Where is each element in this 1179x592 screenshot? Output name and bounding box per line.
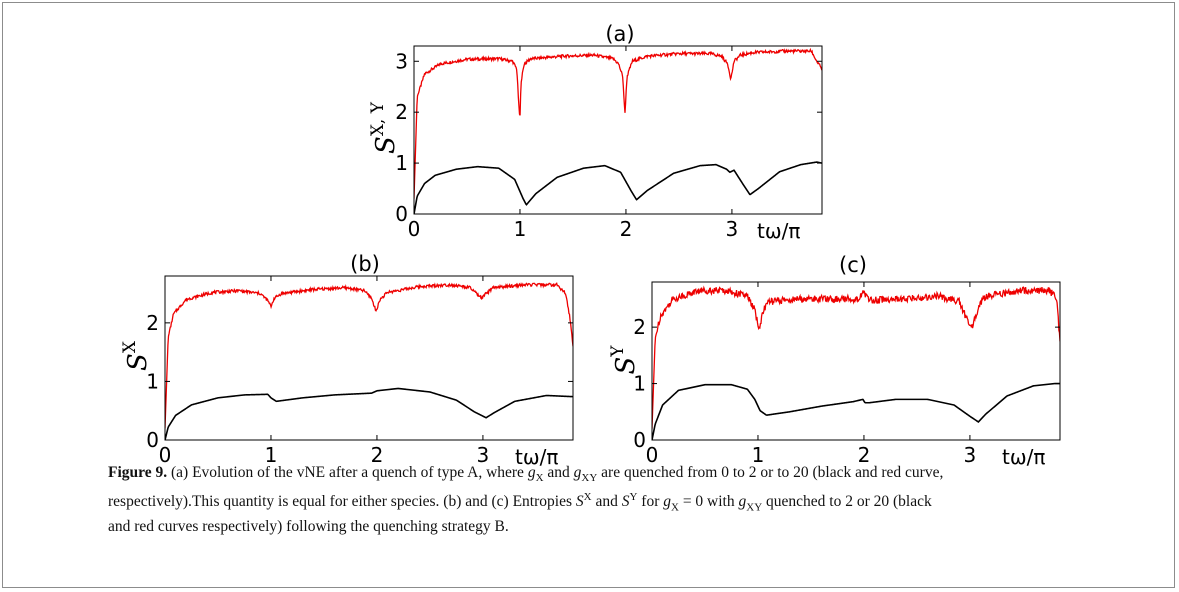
y-axis-label-symbol: S bbox=[611, 357, 641, 375]
caption-2-seg: quenched to 2 or 20 (black bbox=[762, 493, 932, 511]
y-tick-label: 1 bbox=[146, 369, 159, 393]
caption-2-seg: for bbox=[637, 493, 664, 511]
caption-1-seg: are quenched from 0 to 2 or to 20 (black… bbox=[597, 464, 944, 481]
x-tick-label: 1 bbox=[514, 217, 527, 241]
x-tick-label: 2 bbox=[858, 443, 871, 467]
caption-2-seg: S bbox=[621, 493, 630, 511]
x-tick-label: 3 bbox=[964, 443, 977, 467]
y-tick-label: 1 bbox=[395, 151, 408, 175]
x-tick-label: 1 bbox=[752, 443, 765, 467]
figure-caption: Figure 9. (a) Evolution of the vNE after… bbox=[108, 463, 1158, 536]
y-axis-label: SX bbox=[120, 340, 153, 371]
caption-line-2: respectively).This quantity is equal for… bbox=[108, 488, 1158, 517]
caption-2-seg: g bbox=[738, 493, 747, 511]
y-tick-label: 0 bbox=[146, 428, 159, 452]
x-tick-label: 0 bbox=[646, 443, 659, 467]
series-line-red bbox=[165, 282, 573, 429]
y-axis-label-sup: Y bbox=[608, 345, 628, 358]
axes-box bbox=[651, 281, 1061, 441]
caption-1-seg: and bbox=[543, 464, 574, 481]
y-tick-label: 3 bbox=[395, 49, 408, 73]
y-tick-label: 2 bbox=[395, 100, 408, 124]
y-axis-label: SX, Y bbox=[368, 101, 401, 154]
caption-1-seg: (a) Evolution of the vNE after a quench … bbox=[167, 464, 528, 481]
caption-2-seg: XY bbox=[746, 501, 763, 514]
y-tick-label: 0 bbox=[395, 202, 408, 226]
caption-1-seg: XY bbox=[581, 472, 598, 485]
caption-2-seg: respectively).This quantity is equal for… bbox=[108, 493, 576, 511]
x-axis-label: tω/π bbox=[515, 445, 558, 469]
panel-b: 0 1 2 3 0 1 2 (b) tω/π SX bbox=[120, 252, 574, 469]
caption-2-seg: g bbox=[663, 493, 671, 511]
x-tick-label: 0 bbox=[408, 217, 421, 241]
caption-line-3: and red curves respectively) following t… bbox=[108, 517, 1158, 536]
series-line-black bbox=[414, 161, 822, 214]
caption-2-seg: X bbox=[670, 501, 679, 514]
x-axis-label: tω/π bbox=[757, 219, 800, 243]
series-line-black bbox=[165, 387, 573, 440]
caption-2-seg: Y bbox=[629, 491, 638, 504]
caption-1-seg: X bbox=[535, 472, 544, 485]
y-tick-label: 2 bbox=[633, 315, 646, 339]
x-tick-label: 0 bbox=[159, 443, 172, 467]
panel-title: (a) bbox=[605, 22, 634, 46]
y-axis-label-symbol: S bbox=[371, 136, 401, 154]
caption-line-1: Figure 9. (a) Evolution of the vNE after… bbox=[108, 463, 1158, 488]
caption-2-seg: S bbox=[575, 493, 584, 511]
x-tick-label: 3 bbox=[477, 443, 490, 467]
y-tick-label: 2 bbox=[146, 311, 159, 335]
y-tick-label: 0 bbox=[633, 428, 646, 452]
caption-2-seg: and bbox=[591, 493, 622, 511]
x-axis-label: tω/π bbox=[1002, 445, 1045, 469]
y-axis-label: SY bbox=[608, 345, 641, 375]
series-line-black bbox=[652, 382, 1060, 440]
panel-title: (c) bbox=[839, 253, 867, 277]
panel-title: (b) bbox=[350, 252, 380, 276]
caption-2-seg: = 0 with bbox=[678, 493, 739, 511]
series-line-red bbox=[414, 47, 822, 199]
x-tick-label: 2 bbox=[371, 443, 384, 467]
caption-text-1: (a) Evolution of the vNE after a quench … bbox=[167, 464, 944, 485]
axes-box bbox=[413, 45, 823, 215]
x-tick-label: 3 bbox=[726, 217, 739, 241]
axes-box bbox=[164, 275, 574, 441]
panel-c: 0 1 2 3 0 1 2 (c) tω/π SY bbox=[608, 253, 1061, 469]
caption-2-seg: X bbox=[583, 491, 592, 504]
x-tick-label: 2 bbox=[620, 217, 633, 241]
caption-1-seg: g bbox=[573, 464, 582, 481]
y-axis-label-sup: X bbox=[120, 340, 140, 353]
y-axis-label-sup: X, Y bbox=[368, 101, 388, 136]
y-tick-label: 1 bbox=[633, 372, 646, 396]
caption-label: Figure 9. bbox=[108, 464, 168, 481]
panel-a: 0 1 2 3 0 1 2 3 (a) tω/π SX, Y bbox=[368, 22, 823, 243]
caption-1-seg: g bbox=[527, 464, 536, 481]
y-axis-label-symbol: S bbox=[123, 353, 153, 371]
caption-3-seg: and red curves respectively) following t… bbox=[108, 518, 509, 536]
series-line-red bbox=[652, 285, 1060, 429]
x-tick-label: 1 bbox=[265, 443, 278, 467]
